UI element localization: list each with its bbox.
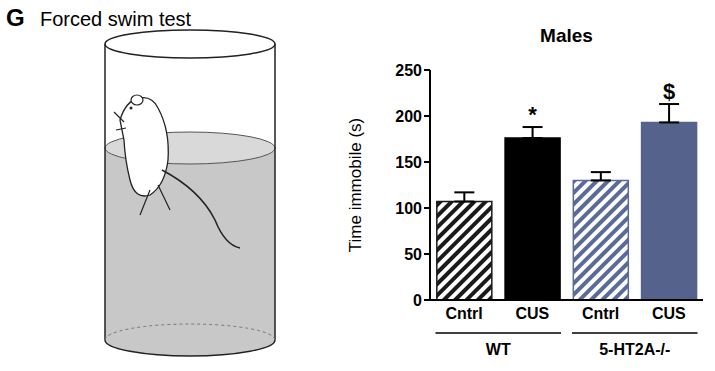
svg-text:Males: Males — [540, 25, 593, 46]
svg-text:$: $ — [663, 79, 675, 104]
svg-text:100: 100 — [395, 200, 422, 217]
svg-text:*: * — [528, 102, 537, 127]
svg-text:CUS: CUS — [515, 305, 549, 322]
svg-text:WT: WT — [486, 341, 511, 358]
svg-text:Cntrl: Cntrl — [582, 305, 619, 322]
svg-text:Forced swim test: Forced swim test — [40, 8, 192, 30]
svg-text:250: 250 — [395, 62, 422, 79]
svg-text:Cntrl: Cntrl — [445, 305, 482, 322]
svg-text:G: G — [6, 4, 25, 31]
svg-text:0: 0 — [413, 292, 422, 309]
svg-text:50: 50 — [404, 246, 422, 263]
svg-text:200: 200 — [395, 108, 422, 125]
svg-text:5-HT2A-/-: 5-HT2A-/- — [599, 341, 670, 358]
svg-text:150: 150 — [395, 154, 422, 171]
svg-text:CUS: CUS — [652, 305, 686, 322]
svg-text:Time immobile (s): Time immobile (s) — [346, 118, 365, 252]
